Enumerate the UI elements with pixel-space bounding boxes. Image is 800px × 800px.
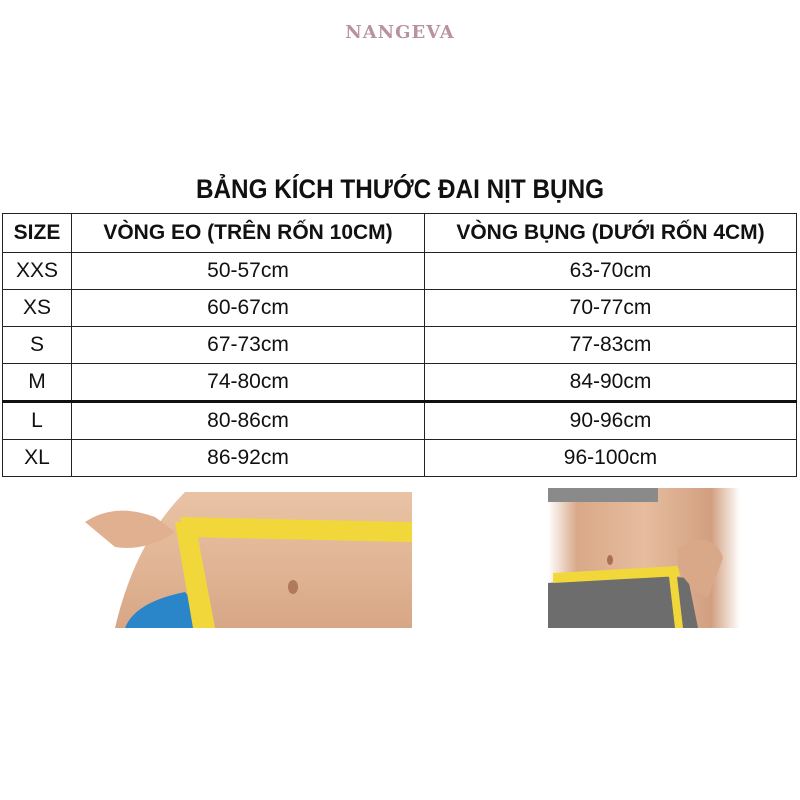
table-row: XL 86-92cm 96-100cm (2, 439, 797, 477)
size-cell: S (2, 326, 72, 364)
brand-logo: NANGEVA (345, 22, 455, 43)
waist-cell: 67-73cm (71, 326, 425, 364)
header-size: SIZE (2, 213, 72, 253)
belly-cell: 70-77cm (424, 289, 797, 327)
table-row: L 80-86cm 90-96cm (2, 400, 797, 440)
size-cell: XXS (2, 252, 72, 290)
size-cell: XS (2, 289, 72, 327)
table-row: XS 60-67cm 70-77cm (2, 289, 797, 327)
header-waist: VÒNG EO (TRÊN RỐN 10CM) (71, 213, 425, 253)
table-row: S 67-73cm 77-83cm (2, 326, 797, 364)
size-cell: M (2, 363, 72, 402)
waist-cell: 74-80cm (71, 363, 425, 402)
waist-cell: 60-67cm (71, 289, 425, 327)
page-title: BẢNG KÍCH THƯỚC ĐAI NỊT BỤNG (195, 174, 605, 204)
size-table: SIZE VÒNG EO (TRÊN RỐN 10CM) VÒNG BỤNG (… (2, 213, 797, 477)
belly-measurement-photo (548, 488, 740, 628)
waist-cell: 86-92cm (71, 439, 425, 477)
header-belly: VÒNG BỤNG (DƯỚI RỐN 4CM) (424, 213, 797, 253)
belly-cell: 90-96cm (424, 400, 797, 440)
belly-cell: 96-100cm (424, 439, 797, 477)
size-cell: L (2, 400, 72, 440)
table-row: M 74-80cm 84-90cm (2, 363, 797, 402)
belly-cell: 63-70cm (424, 252, 797, 290)
waist-cell: 50-57cm (71, 252, 425, 290)
belly-cell: 84-90cm (424, 363, 797, 402)
table-header: SIZE VÒNG EO (TRÊN RỐN 10CM) VÒNG BỤNG (… (2, 213, 797, 253)
waist-cell: 80-86cm (71, 400, 425, 440)
table-row: XXS 50-57cm 63-70cm (2, 252, 797, 290)
size-cell: XL (2, 439, 72, 477)
waist-measurement-photo (75, 492, 412, 628)
belly-cell: 77-83cm (424, 326, 797, 364)
